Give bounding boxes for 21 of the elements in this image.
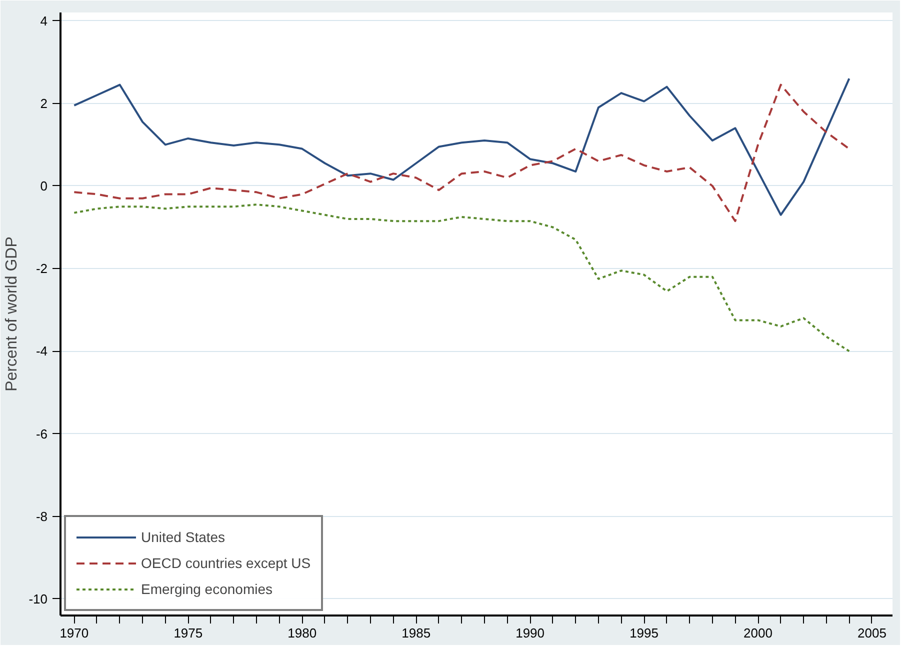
y-tick-label: 4	[40, 13, 48, 28]
legend-label: United States	[141, 529, 226, 545]
x-tick-label: 1995	[630, 626, 658, 640]
x-tick-label: 1970	[60, 626, 89, 640]
y-tick-label: -6	[36, 426, 48, 442]
y-tick-label: -2	[36, 261, 48, 276]
y-tick-label: 2	[40, 96, 48, 111]
x-tick-label: 1985	[402, 626, 431, 640]
x-tick-label: 2000	[744, 626, 772, 640]
y-tick-label: -8	[36, 508, 48, 524]
y-tick-label: -10	[28, 591, 48, 606]
y-tick-label: -4	[36, 344, 48, 359]
line-series	[73, 204, 850, 352]
x-tick-label: 1980	[288, 626, 317, 640]
y-axis-title: Percent of world GDP	[4, 236, 21, 392]
y-tick-label: 0	[40, 178, 48, 194]
legend-label: Emerging economies	[141, 581, 273, 597]
legend-label: OECD countries except US	[141, 555, 311, 571]
x-tick-label: 1975	[174, 626, 203, 640]
x-tick-label: 2005	[858, 626, 886, 640]
x-tick-label: 1990	[516, 626, 545, 640]
